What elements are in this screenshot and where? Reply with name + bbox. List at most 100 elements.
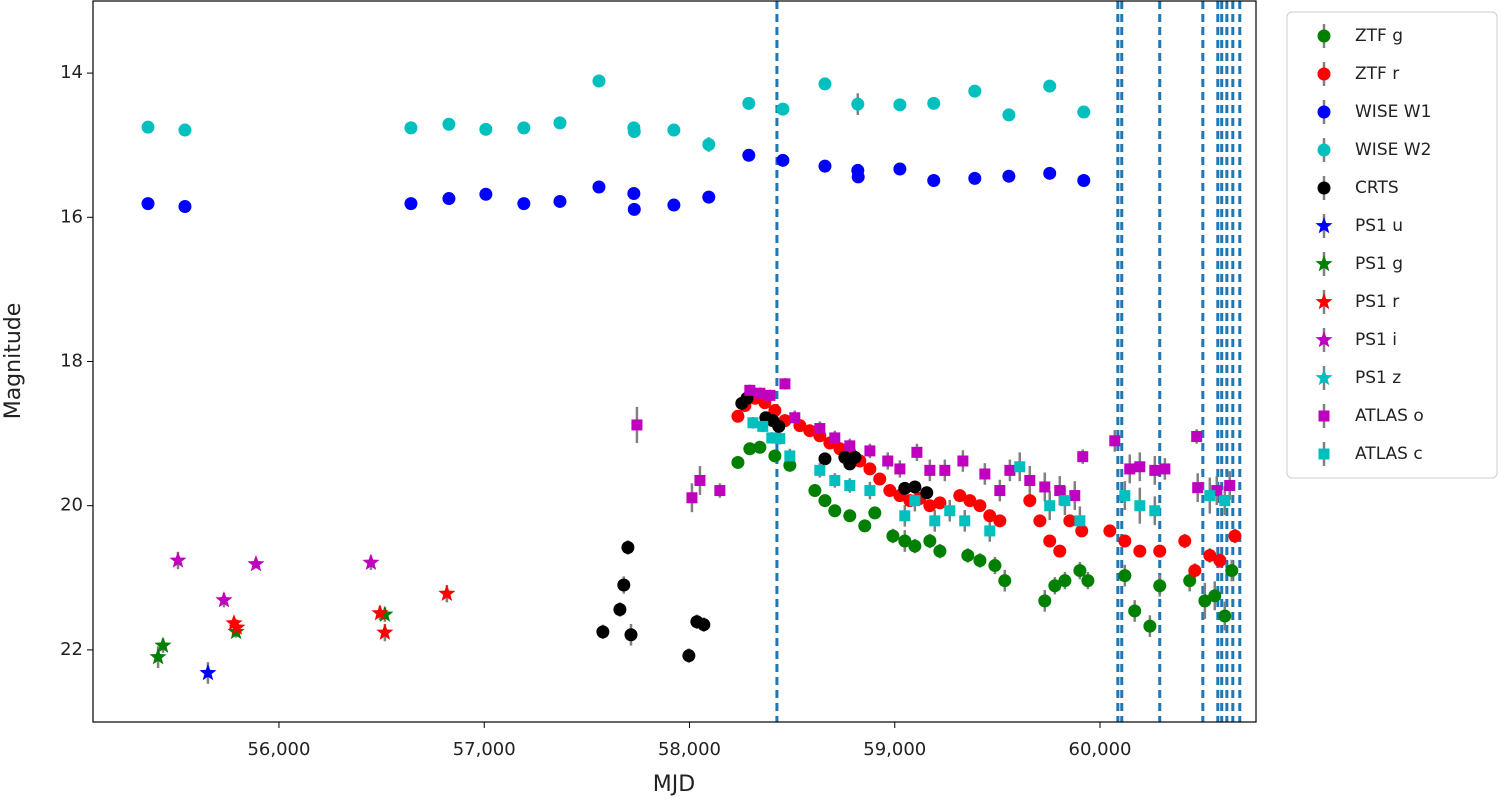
circle-marker <box>1033 514 1047 528</box>
legend-label: CRTS <box>1355 178 1399 198</box>
y-axis-label: Magnitude <box>1 303 26 420</box>
circle-marker <box>1073 564 1087 578</box>
star-marker <box>376 605 394 622</box>
circle-marker <box>863 462 877 476</box>
circle-marker <box>1153 579 1167 593</box>
circle-marker <box>883 484 897 498</box>
legend-marker <box>1317 29 1331 43</box>
square-marker <box>894 463 906 475</box>
circle-marker <box>592 74 606 88</box>
circle-marker <box>743 442 757 456</box>
circle-marker <box>1002 108 1016 122</box>
circle-marker <box>776 153 790 167</box>
legend-label: WISE W2 <box>1355 140 1431 160</box>
square-marker <box>984 525 996 537</box>
square-marker <box>1134 461 1146 473</box>
circle-marker <box>742 96 756 110</box>
legend-marker <box>1318 448 1330 460</box>
circle-marker <box>933 544 947 558</box>
circle-marker <box>886 529 900 543</box>
square-marker <box>1124 463 1136 475</box>
circle-marker <box>993 514 1007 528</box>
circle-marker <box>988 559 1002 573</box>
star-marker <box>225 614 243 631</box>
square-marker <box>1039 481 1051 493</box>
circle-marker <box>1053 544 1067 558</box>
square-marker <box>829 474 841 486</box>
star-marker <box>149 648 167 665</box>
x-tick-label: 57,000 <box>453 739 516 760</box>
legend-marker <box>1318 410 1330 422</box>
circle-marker <box>968 171 982 185</box>
star-marker <box>215 591 233 608</box>
square-marker <box>994 485 1006 497</box>
circle-marker <box>818 159 832 173</box>
circle-marker <box>953 489 967 503</box>
square-marker <box>814 423 826 435</box>
legend-marker <box>1317 181 1331 195</box>
square-marker <box>829 432 841 444</box>
circle-marker <box>404 121 418 135</box>
circle-marker <box>1038 594 1052 608</box>
circle-marker <box>908 480 922 494</box>
square-marker <box>1074 515 1086 527</box>
square-marker <box>1192 482 1204 494</box>
circle-marker <box>998 574 1012 588</box>
circle-marker <box>613 603 627 617</box>
square-marker <box>784 450 796 462</box>
circle-marker <box>1103 524 1117 538</box>
square-marker <box>1204 490 1216 502</box>
square-marker <box>1014 461 1026 473</box>
circle-marker <box>1048 579 1062 593</box>
circle-marker <box>893 162 907 176</box>
star-marker <box>438 584 456 601</box>
circle-marker <box>898 481 912 495</box>
legend-marker <box>1317 67 1331 81</box>
circle-marker <box>1077 105 1091 119</box>
circle-marker <box>1178 534 1192 548</box>
circle-marker <box>1075 524 1089 538</box>
circle-marker <box>479 187 493 201</box>
circle-marker <box>898 534 912 548</box>
circle-marker <box>920 486 934 500</box>
circle-marker <box>404 197 418 211</box>
y-tick-label: 18 <box>60 351 83 372</box>
circle-marker <box>592 180 606 194</box>
circle-marker <box>783 458 797 472</box>
circle-marker <box>596 625 610 639</box>
circle-marker <box>141 197 155 211</box>
plot-area <box>141 1 1242 722</box>
circle-marker <box>627 125 641 139</box>
x-tick-label: 60,000 <box>1069 739 1132 760</box>
square-marker <box>979 468 991 480</box>
circle-marker <box>1128 604 1142 618</box>
square-marker <box>631 419 643 431</box>
square-marker <box>944 505 956 517</box>
circle-marker <box>141 120 155 134</box>
square-marker <box>1211 485 1223 497</box>
circle-marker <box>553 194 567 208</box>
square-marker <box>959 515 971 527</box>
circle-marker <box>927 174 941 188</box>
square-marker <box>1134 500 1146 512</box>
square-marker <box>1119 490 1131 502</box>
circle-marker <box>1225 564 1239 578</box>
square-marker <box>864 485 876 497</box>
circle-marker <box>828 504 842 518</box>
circle-marker <box>803 424 817 438</box>
circle-marker <box>1188 564 1202 578</box>
circle-marker <box>1043 79 1057 93</box>
circle-marker <box>873 472 887 486</box>
circle-marker <box>682 649 696 663</box>
square-marker <box>1004 464 1016 476</box>
square-marker <box>686 492 698 504</box>
legend: ZTF g ZTF r WISE W1 WISE W2 CRTS PS1 u PS1 g PS… <box>1286 11 1498 479</box>
plot-frame <box>92 0 1257 723</box>
square-marker <box>1044 500 1056 512</box>
circle-marker <box>908 539 922 553</box>
circle-marker <box>961 548 975 562</box>
circle-marker <box>1081 574 1095 588</box>
square-marker <box>744 384 756 396</box>
circle-marker <box>1133 544 1147 558</box>
